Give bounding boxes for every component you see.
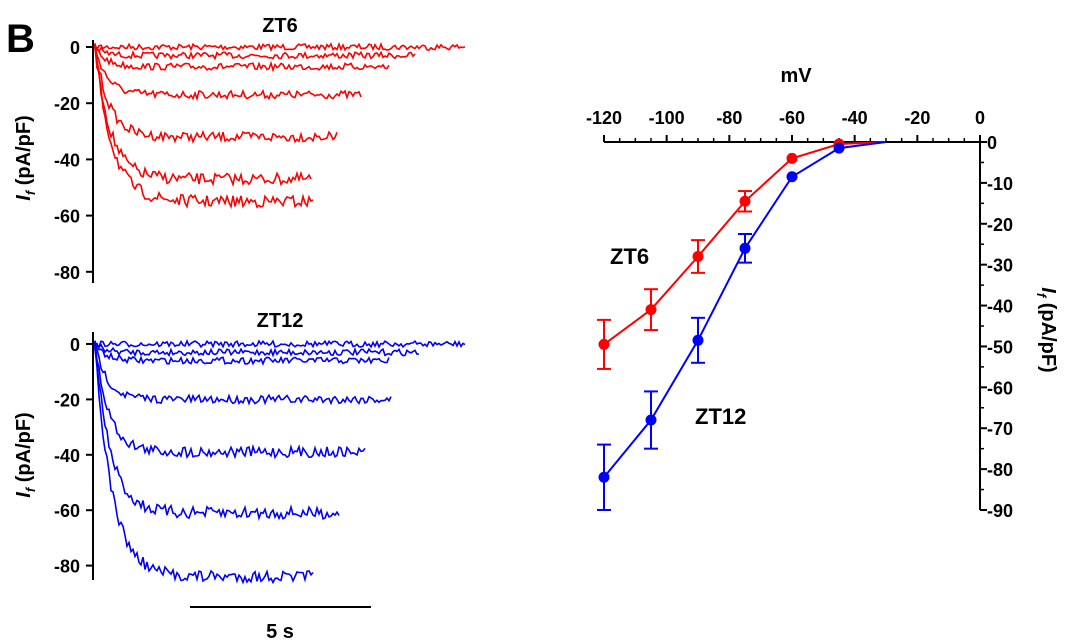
y-ticks: 0 -10 -20 -30 -40 -50 -60 -70 -80 -90 xyxy=(980,133,1013,521)
trace-line xyxy=(94,344,340,522)
y-tick-label: -30 xyxy=(987,256,1013,276)
y-axis-title: If (pA/pF) xyxy=(1034,287,1059,372)
trace-line xyxy=(94,342,390,366)
x-tick-label: 0 xyxy=(975,108,985,128)
x-tick-label: -120 xyxy=(586,108,622,128)
trace-panel-zt6: ZT6 0 -20 -40 -60 -80 If (pA/pF) xyxy=(13,15,466,283)
trace-panel-zt12: ZT12 0 -20 -40 -60 -80 If (pA/pF) 5 s xyxy=(13,310,466,643)
data-point xyxy=(598,471,610,483)
y-tick-label: -40 xyxy=(54,150,80,170)
series-label-zt12: ZT12 xyxy=(695,404,746,429)
y-ticks-zt12: 0 -20 -40 -60 -80 xyxy=(54,335,93,577)
y-axis-title-zt12: If (pA/pF) xyxy=(13,412,38,497)
y-tick-label: -20 xyxy=(54,390,80,410)
trace-line xyxy=(94,47,312,188)
x-tick-label: -100 xyxy=(649,108,685,128)
y-tick-label: -80 xyxy=(54,557,80,577)
data-point xyxy=(786,152,798,164)
y-tick-label: -60 xyxy=(54,207,80,227)
y-axis-title-unit: (pA/pF) xyxy=(13,412,35,488)
data-point xyxy=(833,142,845,154)
iv-plot: mV -120 -100 -80 -60 -40 -20 0 0 -10 -20 -30 -40 -5… xyxy=(586,65,1059,521)
y-tick-label: -90 xyxy=(987,501,1013,521)
data-point xyxy=(645,304,657,316)
trace-line xyxy=(94,343,420,358)
y-axis-title-subscript: f xyxy=(1034,293,1049,299)
y-axis-title-subscript: f xyxy=(23,189,38,195)
data-point xyxy=(692,250,704,262)
trace-line xyxy=(94,341,366,460)
data-point xyxy=(598,338,610,350)
y-tick-label: -60 xyxy=(54,501,80,521)
y-axis-title-zt6: If (pA/pF) xyxy=(13,115,38,200)
trace-line xyxy=(94,340,392,406)
trace-line xyxy=(94,338,466,349)
y-tick-label: -80 xyxy=(987,460,1013,480)
trace-line xyxy=(94,344,314,585)
y-tick-label: 0 xyxy=(70,335,80,355)
y-tick-label: -20 xyxy=(987,215,1013,235)
y-axis-title-symbol: I xyxy=(13,195,35,201)
trace-line xyxy=(94,46,416,61)
x-tick-label: -80 xyxy=(716,108,742,128)
x-axis-title: mV xyxy=(780,65,812,87)
y-tick-label: -70 xyxy=(987,419,1013,439)
series-zt12 xyxy=(597,141,887,511)
y-axis-title-subscript: f xyxy=(23,486,38,492)
y-tick-label: -20 xyxy=(54,94,80,114)
trace-line xyxy=(94,44,338,144)
y-axis-title-unit: (pA/pF) xyxy=(1037,297,1059,373)
y-ticks-zt6: 0 -20 -40 -60 -80 xyxy=(54,38,93,283)
y-axis-title-unit: (pA/pF) xyxy=(13,115,35,191)
x-tick-label: -60 xyxy=(779,108,805,128)
series-group xyxy=(597,138,887,511)
x-tick-label: -40 xyxy=(842,108,868,128)
trace-title-zt12: ZT12 xyxy=(257,310,304,332)
y-tick-label: -10 xyxy=(987,174,1013,194)
y-axis-title-symbol: I xyxy=(13,492,35,498)
series-label-zt6: ZT6 xyxy=(610,244,649,269)
data-point xyxy=(692,334,704,346)
trace-line xyxy=(94,41,466,53)
y-axis-title-symbol: I xyxy=(1037,287,1059,293)
data-point xyxy=(786,171,798,183)
y-tick-label: 0 xyxy=(987,133,997,153)
time-scale-bar-label: 5 s xyxy=(266,621,294,643)
trace-line xyxy=(94,46,390,73)
data-point xyxy=(739,195,751,207)
x-ticks: -120 -100 -80 -60 -40 -20 0 xyxy=(586,108,985,142)
data-point xyxy=(645,414,657,426)
y-tick-label: -40 xyxy=(54,446,80,466)
y-tick-label: -60 xyxy=(987,378,1013,398)
y-tick-label: -80 xyxy=(54,263,80,283)
y-tick-label: 0 xyxy=(70,38,80,58)
panel-label: B xyxy=(6,17,35,61)
y-tick-label: -50 xyxy=(987,337,1013,357)
y-tick-label: -40 xyxy=(987,297,1013,317)
data-point xyxy=(739,242,751,254)
x-tick-label: -20 xyxy=(904,108,930,128)
trace-title-zt6: ZT6 xyxy=(262,15,298,37)
trace-line xyxy=(94,44,362,102)
trace-line xyxy=(94,43,314,210)
traces-zt6 xyxy=(94,41,466,210)
traces-zt12 xyxy=(94,338,466,585)
